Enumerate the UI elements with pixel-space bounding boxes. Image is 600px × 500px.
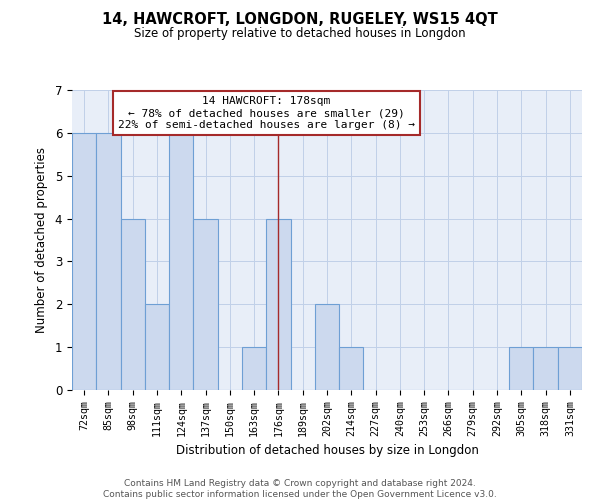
Bar [339,347,364,390]
Text: Contains public sector information licensed under the Open Government Licence v3: Contains public sector information licen… [103,490,497,499]
Y-axis label: Number of detached properties: Number of detached properties [35,147,48,333]
Bar [169,133,193,390]
Text: Contains HM Land Registry data © Crown copyright and database right 2024.: Contains HM Land Registry data © Crown c… [124,479,476,488]
Bar [72,133,96,390]
Bar [96,133,121,390]
Text: 14 HAWCROFT: 178sqm
← 78% of detached houses are smaller (29)
22% of semi-detach: 14 HAWCROFT: 178sqm ← 78% of detached ho… [118,96,415,130]
Text: 14, HAWCROFT, LONGDON, RUGELEY, WS15 4QT: 14, HAWCROFT, LONGDON, RUGELEY, WS15 4QT [102,12,498,28]
Bar [193,218,218,390]
Text: Size of property relative to detached houses in Longdon: Size of property relative to detached ho… [134,28,466,40]
Bar [315,304,339,390]
Bar [266,218,290,390]
Bar [533,347,558,390]
X-axis label: Distribution of detached houses by size in Longdon: Distribution of detached houses by size … [176,444,478,457]
Bar [242,347,266,390]
Bar [121,218,145,390]
Bar [558,347,582,390]
Bar [145,304,169,390]
Bar [509,347,533,390]
